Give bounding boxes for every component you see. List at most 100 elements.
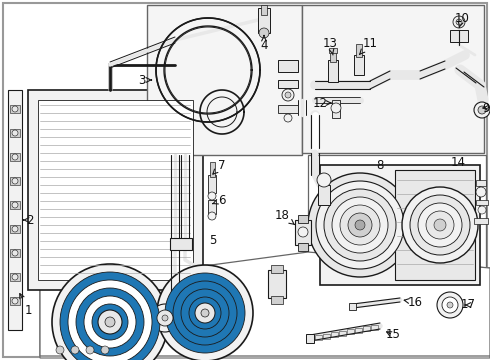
Bar xyxy=(271,265,283,273)
Circle shape xyxy=(340,205,380,245)
Circle shape xyxy=(12,250,18,256)
Bar xyxy=(330,50,336,62)
Circle shape xyxy=(317,173,331,187)
Text: 7: 7 xyxy=(213,158,226,174)
Bar xyxy=(10,249,20,257)
Bar xyxy=(347,329,354,334)
Bar xyxy=(354,55,364,75)
Circle shape xyxy=(437,292,463,318)
Circle shape xyxy=(68,280,152,360)
Circle shape xyxy=(181,289,229,337)
Bar xyxy=(339,330,346,336)
Bar xyxy=(318,185,330,205)
Circle shape xyxy=(12,130,18,136)
Bar xyxy=(355,328,362,333)
Circle shape xyxy=(165,273,245,353)
Circle shape xyxy=(298,227,308,237)
Bar xyxy=(298,243,308,251)
Bar xyxy=(329,48,337,53)
Bar xyxy=(258,8,270,33)
Circle shape xyxy=(12,274,18,280)
Circle shape xyxy=(98,310,122,334)
Bar xyxy=(10,225,20,233)
Circle shape xyxy=(189,297,221,329)
Bar xyxy=(10,201,20,209)
Circle shape xyxy=(86,346,94,354)
Circle shape xyxy=(195,303,215,323)
Bar xyxy=(147,5,302,155)
Bar xyxy=(28,90,203,290)
Bar xyxy=(10,153,20,161)
Polygon shape xyxy=(40,255,490,358)
Circle shape xyxy=(348,213,372,237)
Circle shape xyxy=(285,92,291,98)
Bar xyxy=(315,335,322,340)
Text: 1: 1 xyxy=(20,294,32,316)
Circle shape xyxy=(173,281,237,345)
Text: 15: 15 xyxy=(386,328,400,342)
Circle shape xyxy=(92,304,128,340)
Circle shape xyxy=(12,106,18,112)
Bar xyxy=(8,90,22,330)
Circle shape xyxy=(282,89,294,101)
Bar xyxy=(395,170,475,280)
Bar xyxy=(356,44,362,57)
Bar xyxy=(302,5,484,153)
Circle shape xyxy=(12,178,18,184)
Circle shape xyxy=(474,102,490,118)
Bar xyxy=(295,220,311,245)
Bar xyxy=(208,200,216,214)
Text: 17: 17 xyxy=(461,298,475,311)
Text: 9: 9 xyxy=(482,102,490,114)
Bar xyxy=(323,333,330,338)
Bar xyxy=(450,30,468,42)
Bar xyxy=(328,60,338,82)
Bar xyxy=(278,80,298,88)
Bar xyxy=(308,155,486,300)
Bar xyxy=(331,332,338,337)
Circle shape xyxy=(355,220,365,230)
Circle shape xyxy=(316,181,404,269)
Circle shape xyxy=(402,187,478,263)
Circle shape xyxy=(478,206,486,214)
Bar xyxy=(298,215,308,223)
Text: 6: 6 xyxy=(213,194,226,207)
Text: 3: 3 xyxy=(138,73,151,86)
Circle shape xyxy=(12,298,18,304)
Circle shape xyxy=(447,302,453,308)
Bar xyxy=(363,326,370,331)
Text: 14: 14 xyxy=(450,156,465,168)
Bar xyxy=(332,100,340,118)
Bar xyxy=(170,238,192,250)
Circle shape xyxy=(162,315,168,321)
Bar xyxy=(271,296,283,304)
Circle shape xyxy=(453,16,465,28)
Text: 11: 11 xyxy=(360,36,377,54)
Circle shape xyxy=(60,272,160,360)
Bar xyxy=(278,60,298,72)
Circle shape xyxy=(101,346,109,354)
Text: 2: 2 xyxy=(24,213,34,226)
Circle shape xyxy=(456,19,462,25)
Bar xyxy=(38,100,193,280)
Circle shape xyxy=(56,346,64,354)
Bar xyxy=(349,303,356,310)
Bar xyxy=(210,162,215,177)
Bar xyxy=(476,180,486,186)
Circle shape xyxy=(410,195,470,255)
Circle shape xyxy=(157,265,253,360)
Bar xyxy=(320,165,480,285)
Polygon shape xyxy=(40,252,490,356)
Bar xyxy=(10,177,20,185)
Circle shape xyxy=(442,297,458,313)
Bar xyxy=(476,200,488,205)
Circle shape xyxy=(284,114,292,122)
Circle shape xyxy=(259,28,269,38)
Bar xyxy=(261,5,267,15)
Circle shape xyxy=(332,197,388,253)
Text: 10: 10 xyxy=(455,12,469,27)
Circle shape xyxy=(426,211,454,239)
Text: 13: 13 xyxy=(322,36,338,55)
Text: 12: 12 xyxy=(313,96,331,109)
Circle shape xyxy=(331,103,341,113)
